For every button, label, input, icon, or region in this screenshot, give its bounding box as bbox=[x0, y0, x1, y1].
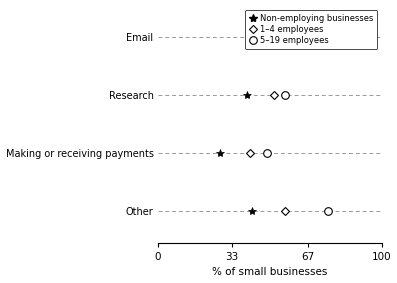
X-axis label: % of small businesses: % of small businesses bbox=[212, 267, 328, 277]
Legend: Non-employing businesses, 1–4 employees, 5–19 employees: Non-employing businesses, 1–4 employees,… bbox=[245, 10, 378, 49]
